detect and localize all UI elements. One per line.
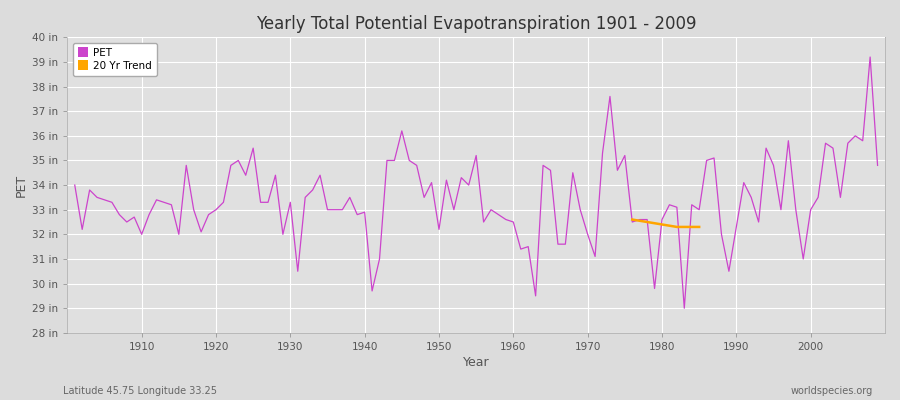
Title: Yearly Total Potential Evapotranspiration 1901 - 2009: Yearly Total Potential Evapotranspiratio… bbox=[256, 15, 697, 33]
Y-axis label: PET: PET bbox=[15, 174, 28, 197]
Legend: PET, 20 Yr Trend: PET, 20 Yr Trend bbox=[73, 42, 158, 76]
Text: Latitude 45.75 Longitude 33.25: Latitude 45.75 Longitude 33.25 bbox=[63, 386, 217, 396]
X-axis label: Year: Year bbox=[463, 356, 490, 369]
Text: worldspecies.org: worldspecies.org bbox=[791, 386, 873, 396]
